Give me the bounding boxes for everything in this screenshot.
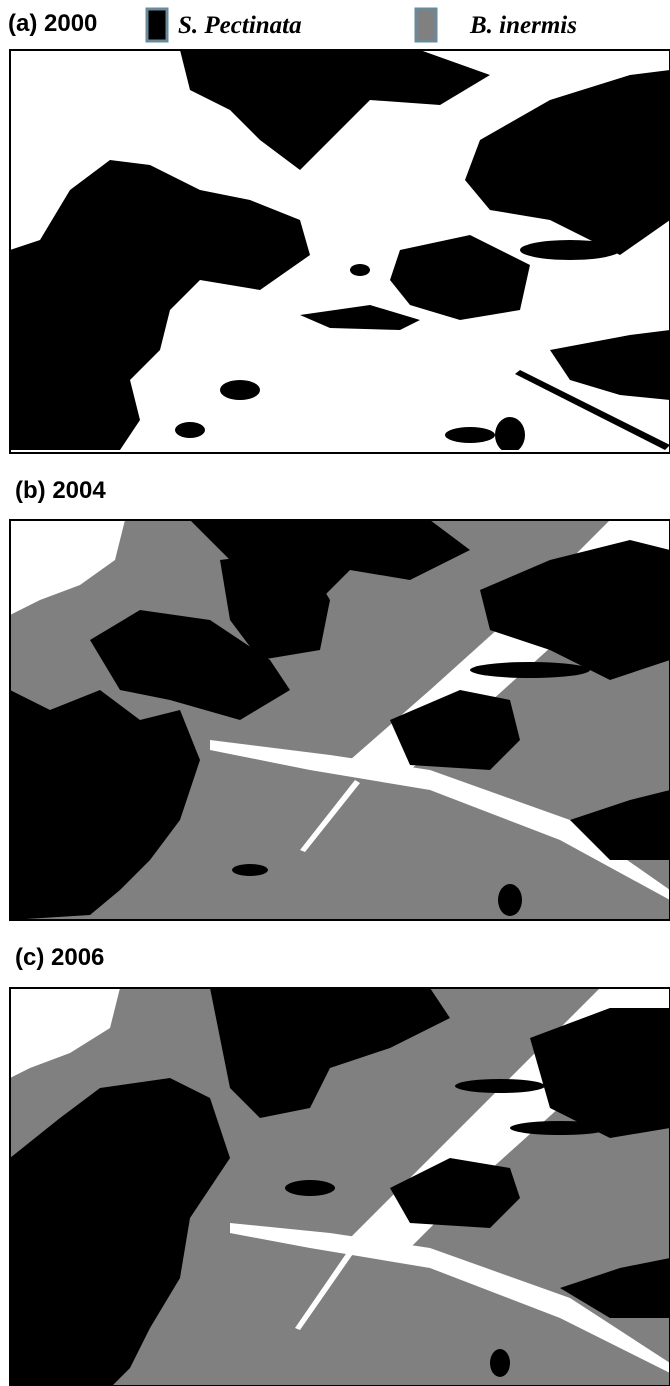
- map-panel: [10, 520, 670, 920]
- legend-swatch: [416, 9, 436, 41]
- patch: [510, 1121, 610, 1135]
- map-panel: [10, 988, 670, 1386]
- legend-label: B. inermis: [469, 12, 577, 39]
- patch: [350, 264, 370, 276]
- patch: [175, 422, 205, 438]
- patch: [498, 884, 522, 916]
- patch: [455, 1079, 545, 1093]
- patch: [470, 662, 590, 678]
- patch: [520, 240, 620, 260]
- legend-label: S. Pectinata: [178, 12, 302, 39]
- figure: (a) 2000 S. Pectinata B. inermis (b) 200…: [0, 0, 670, 1386]
- patch: [232, 864, 268, 876]
- legend-swatch: [147, 9, 167, 41]
- panel-label: (c) 2006: [15, 944, 104, 971]
- patch: [220, 380, 260, 400]
- patch: [445, 427, 495, 443]
- patch: [490, 1349, 510, 1377]
- panel-label: (a) 2000: [8, 10, 97, 37]
- patch: [285, 1180, 335, 1196]
- map-panel: [10, 50, 670, 453]
- patch: [495, 417, 525, 453]
- panel-label: (b) 2004: [15, 477, 106, 504]
